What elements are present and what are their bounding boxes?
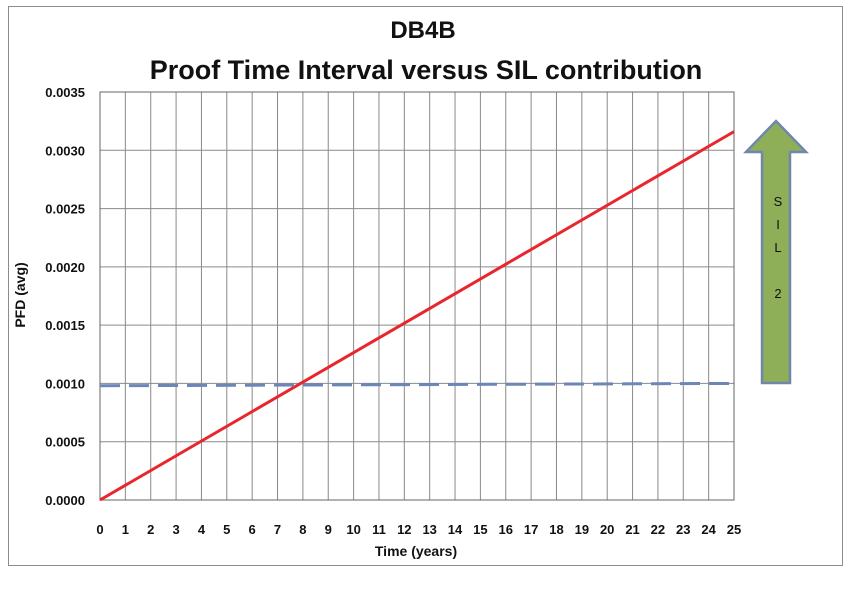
x-tick-label: 24 <box>701 522 716 537</box>
y-axis-label: PFD (avg) <box>12 262 28 327</box>
x-tick-label: 5 <box>223 522 230 537</box>
y-tick-label: 0.0015 <box>45 318 85 333</box>
y-axis-ticks: 0.0000 0.0005 0.0010 0.0015 0.0020 0.0025 0.00… <box>45 85 85 508</box>
x-tick-label: 8 <box>299 522 306 537</box>
x-axis-label: Time (years) <box>375 543 457 559</box>
x-tick-label: 11 <box>372 522 386 537</box>
x-tick-label: 20 <box>600 522 614 537</box>
x-tick-label: 15 <box>473 522 487 537</box>
sil-arrow: SIL 2 <box>743 119 809 385</box>
x-tick-label: 14 <box>448 522 463 537</box>
x-tick-label: 7 <box>274 522 281 537</box>
series-group <box>99 130 735 502</box>
sil-arrow-letter: S <box>774 194 783 209</box>
x-tick-label: 3 <box>172 522 179 537</box>
sil-arrow-shape <box>743 119 809 385</box>
sil-arrow-letter: 2 <box>774 286 781 301</box>
y-tick-label: 0.0010 <box>45 376 85 391</box>
x-tick-label: 2 <box>147 522 154 537</box>
y-tick-label: 0.0020 <box>45 260 85 275</box>
x-tick-label: 25 <box>727 522 741 537</box>
x-tick-label: 18 <box>549 522 563 537</box>
chart-subtitle: Proof Time Interval versus SIL contribut… <box>150 55 703 85</box>
series-line-solid <box>99 130 735 502</box>
x-tick-label: 9 <box>325 522 332 537</box>
x-tick-label: 23 <box>676 522 690 537</box>
sil-arrow-letter: L <box>774 240 781 255</box>
series-line-dashed <box>99 381 735 388</box>
x-tick-label: 22 <box>651 522 665 537</box>
y-tick-label: 0.0005 <box>45 435 85 450</box>
x-tick-label: 4 <box>198 522 206 537</box>
sil-arrow-text: SIL 2 <box>774 194 783 301</box>
x-tick-label: 0 <box>96 522 103 537</box>
sil-arrow-letter: I <box>776 217 780 232</box>
y-tick-label: 0.0030 <box>45 143 85 158</box>
x-tick-label: 12 <box>397 522 411 537</box>
y-tick-label: 0.0025 <box>45 202 85 217</box>
x-tick-label: 19 <box>575 522 589 537</box>
grid <box>99 91 735 501</box>
x-axis-ticks: 0 1 2 3 4 5 6 7 8 9 10 11 12 13 14 15 16 17 18 19 20 21 22 23 24… <box>96 522 741 537</box>
y-tick-label: 0.0000 <box>45 493 85 508</box>
x-tick-label: 17 <box>524 522 538 537</box>
x-tick-label: 10 <box>346 522 360 537</box>
x-tick-label: 21 <box>625 522 639 537</box>
x-tick-label: 13 <box>422 522 436 537</box>
x-tick-label: 1 <box>122 522 129 537</box>
x-tick-label: 16 <box>499 522 513 537</box>
plot-area-border <box>99 91 735 501</box>
y-tick-label: 0.0035 <box>45 85 85 100</box>
x-tick-label: 6 <box>249 522 256 537</box>
chart-title: DB4B <box>390 17 455 44</box>
